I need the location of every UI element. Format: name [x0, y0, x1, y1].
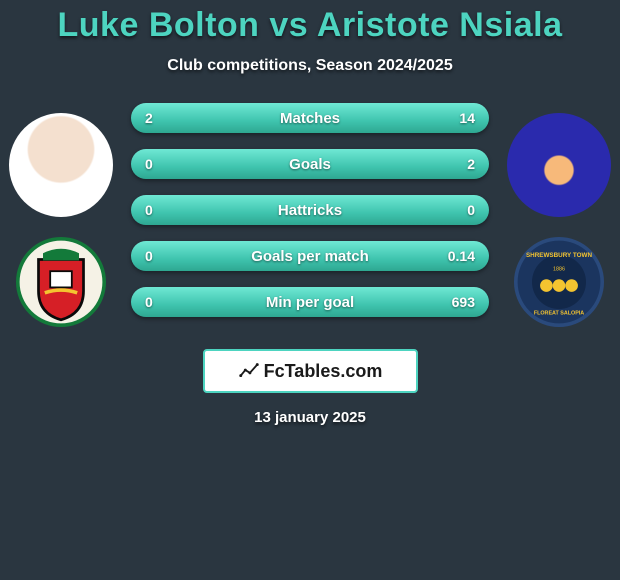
stat-row-min-per-goal: 0 Min per goal 693 [131, 287, 489, 317]
svg-text:1886: 1886 [553, 266, 565, 272]
stat-left-value: 0 [145, 195, 153, 225]
source-site-label: FcTables.com [264, 361, 383, 382]
page-title: Luke Bolton vs Aristote Nsiala [0, 6, 620, 45]
stats-column: 2 Matches 14 0 Goals 2 0 Hattricks 0 0 G… [116, 103, 504, 317]
svg-text:FLOREAT SALOPIA: FLOREAT SALOPIA [534, 310, 584, 316]
stat-right-value: 0 [467, 195, 475, 225]
stat-left-value: 0 [145, 241, 153, 271]
stat-right-value: 2 [467, 149, 475, 179]
stat-label: Goals per match [251, 248, 369, 265]
right-column: SHREWSBURY TOWN FLOREAT SALOPIA 1886 [504, 103, 614, 327]
stat-label: Matches [280, 110, 340, 127]
stat-row-goals-per-match: 0 Goals per match 0.14 [131, 241, 489, 271]
stat-left-value: 2 [145, 103, 153, 133]
stat-right-value: 14 [459, 103, 475, 133]
stat-row-matches: 2 Matches 14 [131, 103, 489, 133]
stat-right-value: 693 [452, 287, 475, 317]
stat-right-value: 0.14 [448, 241, 475, 271]
footer-date: 13 january 2025 [0, 409, 620, 426]
stat-label: Goals [289, 156, 331, 173]
stat-label: Hattricks [278, 202, 342, 219]
shrewsbury-crest-icon: SHREWSBURY TOWN FLOREAT SALOPIA 1886 [514, 237, 604, 327]
comparison-card: Luke Bolton vs Aristote Nsiala Club comp… [0, 0, 620, 426]
stat-row-hattricks: 0 Hattricks 0 [131, 195, 489, 225]
stat-left-value: 0 [145, 149, 153, 179]
source-badge: FcTables.com [203, 349, 418, 393]
chart-icon [238, 360, 260, 382]
player-left-photo [9, 113, 113, 217]
club-left-badge [16, 237, 106, 327]
left-column [6, 103, 116, 327]
stat-label: Min per goal [266, 294, 354, 311]
wrexham-crest-icon [16, 237, 106, 327]
main-row: 2 Matches 14 0 Goals 2 0 Hattricks 0 0 G… [0, 103, 620, 327]
player-right-photo [507, 113, 611, 217]
club-right-badge: SHREWSBURY TOWN FLOREAT SALOPIA 1886 [514, 237, 604, 327]
stat-left-value: 0 [145, 287, 153, 317]
svg-text:SHREWSBURY TOWN: SHREWSBURY TOWN [526, 252, 592, 259]
subtitle: Club competitions, Season 2024/2025 [0, 57, 620, 75]
stat-row-goals: 0 Goals 2 [131, 149, 489, 179]
